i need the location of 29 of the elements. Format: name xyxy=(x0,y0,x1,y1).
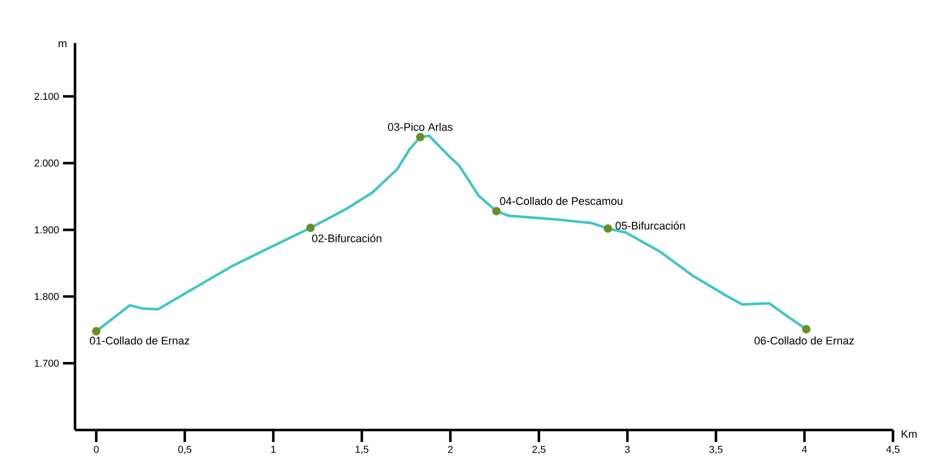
point xyxy=(306,224,315,232)
point xyxy=(492,206,501,216)
y-axis-title: m xyxy=(58,41,66,48)
annotation: 04-Collado de Pescamou xyxy=(500,196,622,205)
x-tick-label: 4,5 xyxy=(886,446,900,454)
x-tick-label: 2 xyxy=(448,446,453,453)
x-tick-label: 3,5 xyxy=(709,446,722,454)
annotation: 06-Collado de Ernaz xyxy=(754,336,854,345)
point xyxy=(802,325,810,334)
x-tick-label: 0,5 xyxy=(178,446,192,454)
annotation: 05-Bifurcación xyxy=(616,221,685,230)
y-tick-label: 1.700 xyxy=(34,360,59,367)
point xyxy=(416,132,424,142)
x-tick-label: 1 xyxy=(271,446,276,453)
x-tick-label: 0 xyxy=(94,446,99,453)
x-axis-title: Km xyxy=(902,430,917,438)
x-tick-label: 3 xyxy=(625,446,630,453)
annotation: 03-Pico Arlas xyxy=(388,122,453,131)
x-tick-label: 1,5 xyxy=(356,446,368,454)
x-tick-label: 2,5 xyxy=(532,446,546,454)
annotation: 01-Collado de Ernaz xyxy=(90,336,190,345)
y-tick-label: 2.100 xyxy=(34,92,59,100)
y-tick-label: 2.000 xyxy=(34,160,59,167)
y-tick-label: 1.800 xyxy=(34,293,59,300)
x-tick-label: 4 xyxy=(802,446,807,453)
annotation: 02-Bifurcación xyxy=(312,234,382,242)
y-tick-label: 1.900 xyxy=(34,226,59,234)
point xyxy=(92,327,100,336)
point xyxy=(604,224,612,233)
